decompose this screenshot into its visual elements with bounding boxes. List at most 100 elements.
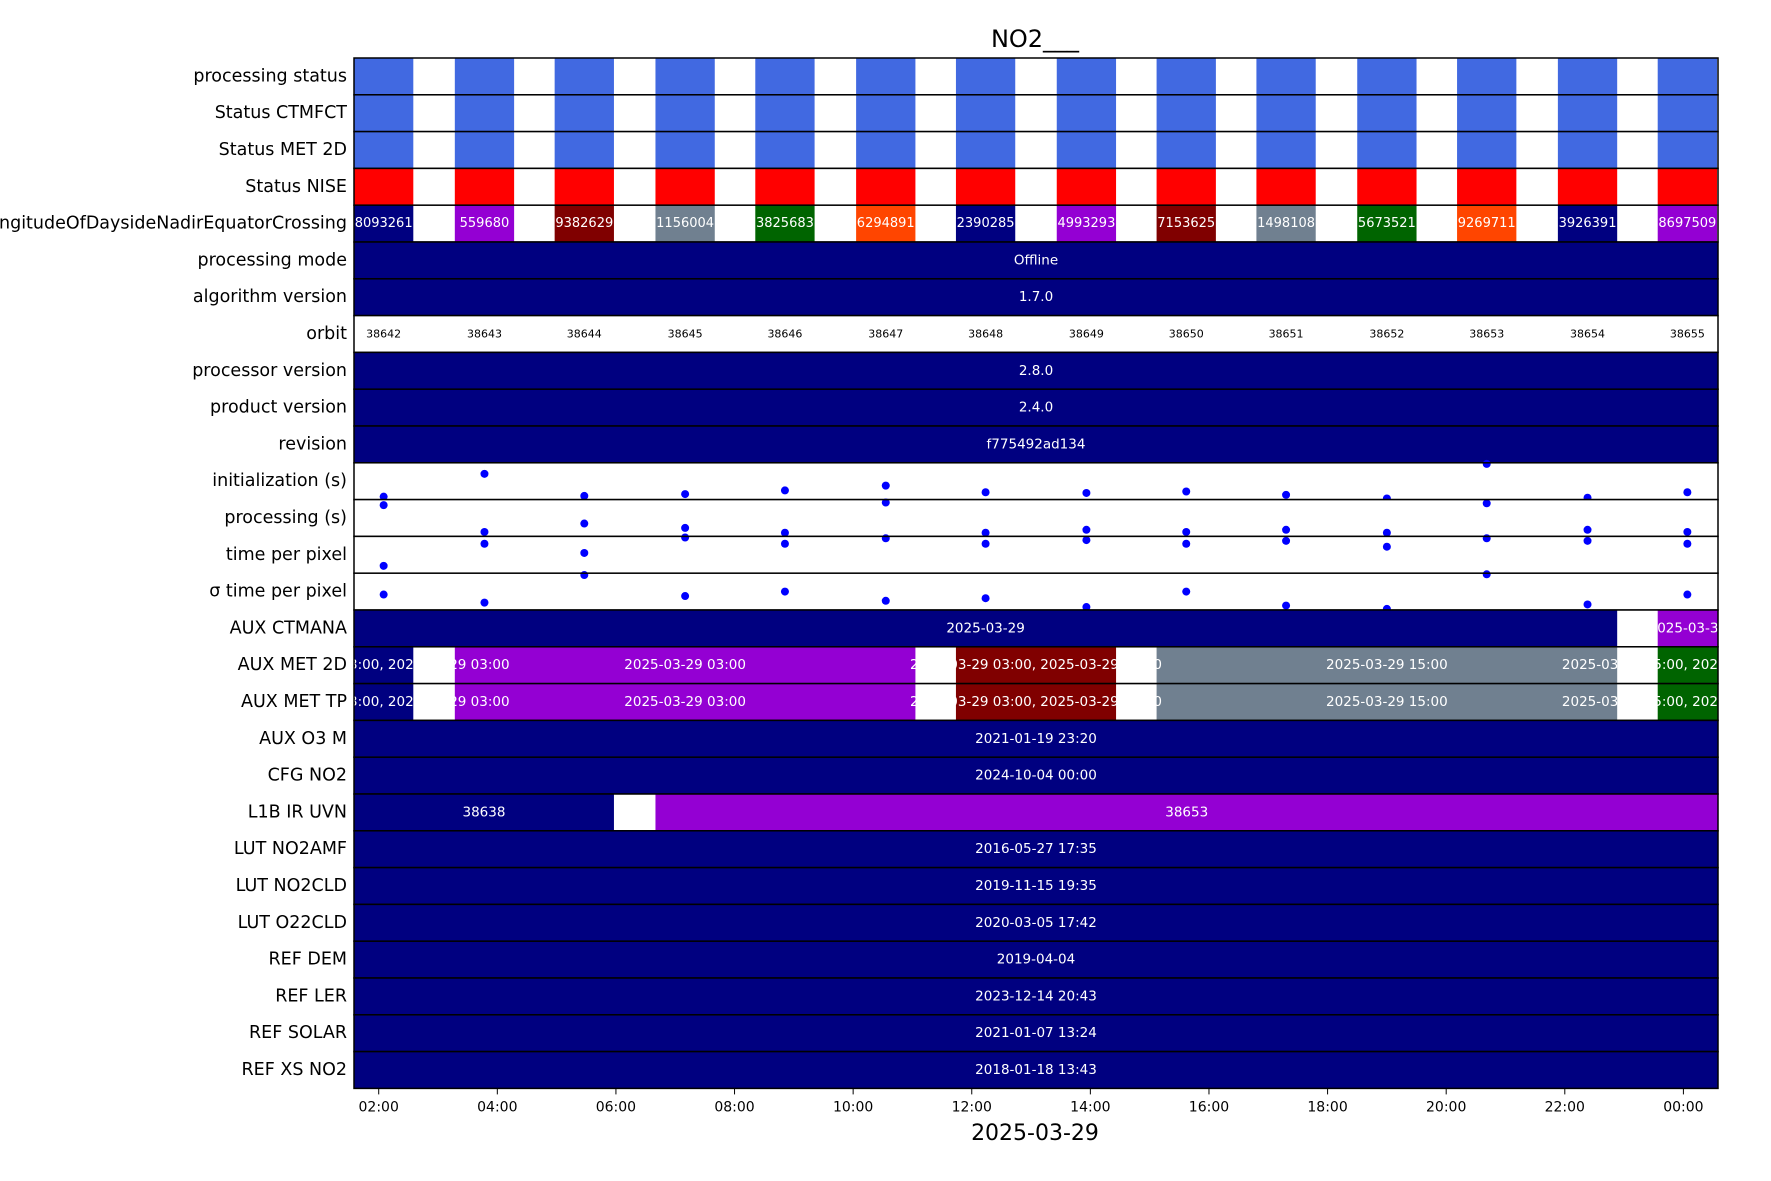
full-bar [354, 352, 1718, 390]
full-bar-text: 2018-01-18 13:43 [975, 1062, 1097, 1078]
segment-text-1: 2025-03-29 03:00, 2025-03-29 03:00 [258, 657, 510, 673]
scatter-point-12 [1482, 459, 1491, 468]
row-label: AUX MET 2D [238, 655, 347, 675]
row-status-ctmfct: Status CTMFCT [215, 94, 1719, 133]
row-revision: revision f775492ad134 [278, 425, 1719, 464]
row-lut-no2cld: LUT NO2CLD 2019-11-15 19:35 [236, 866, 1719, 906]
orbit-value-4: 1156004 [656, 216, 714, 231]
scatter-point-6 [881, 596, 890, 605]
x-tick-label-8: 16:00 [1189, 1099, 1229, 1115]
full-bar-text: 1.7.0 [1019, 289, 1053, 305]
orbit-bar-11 [1357, 131, 1417, 169]
orbit-bar-14 [1657, 131, 1718, 169]
orbit-number-5: 38646 [767, 328, 802, 341]
full-bar-text: f775492ad134 [987, 436, 1086, 452]
row-label: processing status [193, 66, 347, 86]
row-label: Status MET 2D [219, 140, 347, 160]
row-label: σ time per pixel [209, 582, 347, 602]
orbit-bar-9 [1156, 94, 1216, 132]
orbit-bar-5 [755, 131, 815, 169]
row-label: processing (s) [224, 508, 347, 528]
full-bar [354, 941, 1718, 978]
orbit-number-4: 38645 [668, 328, 703, 341]
orbit-bar-6 [856, 205, 916, 242]
orbit-bar-5 [755, 94, 815, 132]
row-label: AUX O3 M [259, 729, 347, 749]
orbit-bar-11 [1357, 58, 1417, 95]
orbit-value-12: 9269711 [1458, 216, 1516, 231]
scatter-point-13 [1583, 525, 1592, 534]
x-tick-label-5: 10:00 [833, 1099, 873, 1115]
orbit-bar-11 [1357, 94, 1417, 132]
full-bar-text: 2024-10-04 00:00 [975, 768, 1097, 784]
full-bar [354, 426, 1718, 463]
scatter-point-11 [1382, 542, 1391, 551]
segment-text-1: 2025-03-29 [946, 620, 1024, 636]
scatter-point-2 [480, 469, 489, 478]
row-background [354, 462, 1718, 500]
orbit-number-9: 38650 [1169, 328, 1204, 341]
orbit-bar-4 [655, 168, 715, 206]
full-bar-text: Offline [1014, 252, 1058, 268]
row-label: Status NISE [245, 177, 347, 197]
orbit-bar-13 [1557, 58, 1618, 95]
scatter-point-10 [1282, 536, 1291, 545]
orbit-bar-8 [1056, 94, 1117, 132]
full-bar [354, 757, 1718, 794]
row-border [353, 1050, 1719, 1090]
segment-text-2: 38653 [1165, 804, 1208, 820]
full-bar-text: 2016-05-27 17:35 [975, 841, 1097, 857]
row-label: L1B IR UVN [248, 802, 347, 822]
orbit-bar-7 [955, 131, 1016, 169]
row-initialization-s: initialization (s) [212, 459, 1719, 503]
scatter-point-11 [1382, 528, 1391, 537]
row-label: LUT NO2AMF [234, 839, 347, 859]
segment-bar-3 [955, 646, 1117, 684]
orbit-value-11: 5673521 [1358, 216, 1416, 231]
x-tick-label-3: 06:00 [596, 1099, 636, 1115]
x-tick-label-12: 00:00 [1663, 1099, 1703, 1115]
row-label: LUT O22CLD [238, 913, 347, 933]
orbit-bar-5 [755, 168, 815, 206]
orbit-bar-12 [1457, 168, 1517, 206]
orbit-bar-6 [856, 94, 916, 132]
full-bar-text: 2021-01-19 23:20 [975, 731, 1097, 747]
full-bar [354, 830, 1718, 868]
segment-bar-2 [655, 794, 1718, 831]
orbit-bar-1 [354, 205, 414, 242]
orbit-bar-9 [1156, 168, 1216, 206]
row-label: CFG NO2 [268, 766, 347, 786]
orbit-bar-9 [1156, 131, 1216, 169]
x-tick-label-10: 20:00 [1426, 1099, 1466, 1115]
segment-bar-1 [354, 610, 1618, 647]
scatter-point-3 [580, 519, 589, 528]
chart-rows: processing status Status CTMFCT Status MET… [0, 57, 1771, 1090]
orbit-value-9: 7153625 [1157, 216, 1215, 231]
scatter-point-9 [1182, 539, 1191, 548]
orbit-number-3: 38644 [567, 328, 602, 341]
segment-bar-5 [1657, 683, 1718, 721]
row-cfg-no2: CFG NO2 2024-10-04 00:00 [268, 756, 1719, 795]
row-l1b-ir-uvn: L1B IR UVN 38638 38653 [248, 793, 1719, 832]
orbit-value-7: 2390285 [957, 216, 1015, 231]
scatter-point-2 [480, 527, 489, 536]
scatter-point-14 [1683, 488, 1692, 497]
segment-bar-2 [454, 683, 916, 721]
scatter-point-13 [1583, 600, 1592, 609]
orbit-bar-2 [454, 131, 515, 169]
row-product-version: product version 2.4.0 [210, 388, 1719, 427]
orbit-value-3: 9382629 [555, 216, 613, 231]
scatter-point-12 [1482, 499, 1491, 508]
scatter-point-1 [379, 501, 388, 510]
segment-bar-1 [354, 794, 614, 831]
orbit-bar-5 [755, 58, 815, 95]
scatter-point-7 [981, 488, 990, 497]
scatter-point-6 [881, 498, 890, 507]
segment-text-5: 2025-03-29 15:00, 2025-03-30 03:00 [1562, 694, 1771, 710]
scatter-point-8 [1082, 536, 1091, 545]
scatter-point-6 [881, 481, 890, 490]
segment-text-2: 2025-03-29 03:00 [624, 657, 746, 673]
row-label: REF LER [275, 986, 347, 1006]
orbit-value-6: 6294891 [857, 216, 915, 231]
orbit-value-10: 1498108 [1257, 216, 1315, 231]
